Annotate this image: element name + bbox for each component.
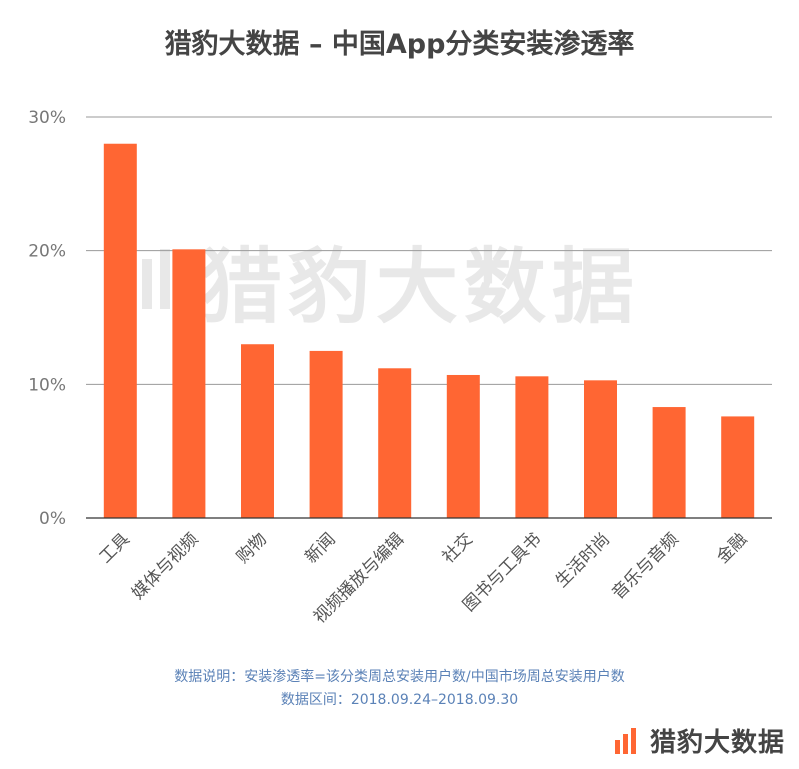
date-range-note: 数据区间：2018.09.24–2018.09.30 [280, 692, 519, 708]
y-axis-ticks: 0% 10% 20% 30% [28, 108, 66, 529]
bar [721, 416, 755, 518]
bar [584, 380, 617, 518]
brand-footer: 猎豹大数据 [614, 722, 785, 759]
watermark-text: 猎豹大数据 [200, 240, 641, 335]
bar [446, 374, 480, 518]
bar-logo-icon [614, 727, 636, 754]
x-tick-label: 购物 [233, 529, 271, 567]
x-tick-label: 媒体与视频 [128, 529, 202, 603]
x-tick-label: 新闻 [301, 529, 339, 567]
chart-title: 猎豹大数据 – 中国App分类安装渗透率 [164, 29, 635, 60]
y-tick-label: 30% [28, 108, 66, 128]
y-tick-label: 10% [28, 375, 66, 395]
bar [378, 368, 412, 518]
watermark: 猎豹大数据 [120, 220, 640, 339]
bar [241, 344, 274, 518]
bar [515, 376, 549, 518]
bar [652, 407, 686, 518]
bar [309, 350, 343, 518]
x-tick-label: 社交 [439, 529, 477, 567]
brand-text: 猎豹大数据 [649, 728, 785, 758]
bars [103, 143, 755, 518]
x-tick-label: 金融 [713, 529, 751, 567]
x-tick-label: 工具 [96, 529, 134, 567]
x-tick-label: 音乐与音频 [608, 529, 682, 603]
data-note: 数据说明：安装渗透率=该分类周总安装用户数/中国市场周总安装用户数 [174, 669, 625, 685]
bar [103, 143, 137, 518]
bar [172, 249, 206, 518]
y-tick-label: 0% [39, 509, 66, 529]
y-tick-label: 20% [28, 242, 66, 262]
x-tick-label: 生活时尚 [552, 529, 614, 591]
